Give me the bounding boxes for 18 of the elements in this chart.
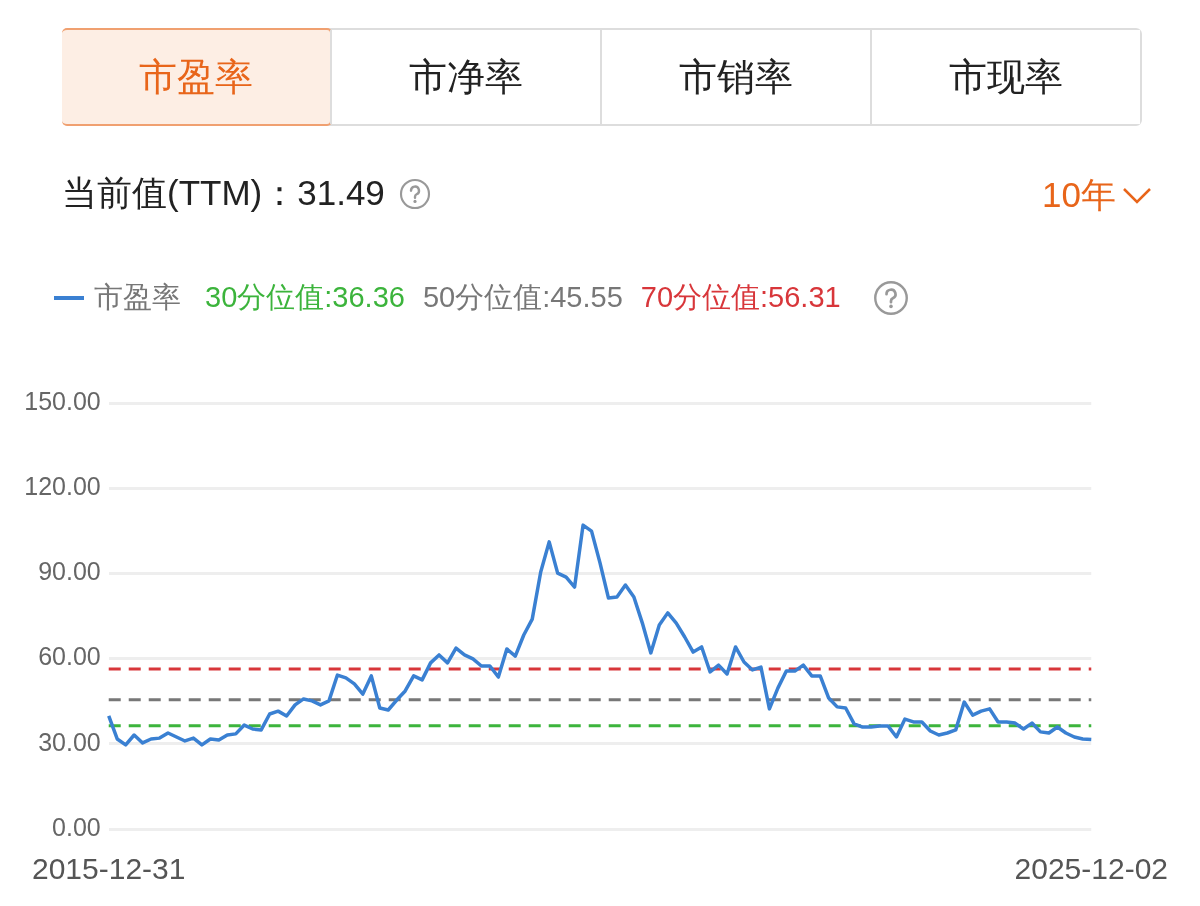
legend-label: 市盈率 (94, 280, 181, 315)
y-tick-label: 30.00 (38, 727, 101, 756)
text: 市现率 (870, 30, 1140, 124)
ref-line-label: 70分位值:56.31 (640, 280, 841, 315)
y-tick-label: 150.00 (24, 386, 101, 415)
text: 10年 (1042, 174, 1116, 216)
text: 当前值(TTM)：31.49 (62, 172, 385, 214)
y-tick-label: 90.00 (38, 557, 101, 586)
x-tick-label: 2025-12-02 (1014, 852, 1169, 886)
y-tick-label: 0.00 (52, 812, 101, 841)
text: 市盈率 (62, 28, 332, 126)
ref-line-label: 50分位值:45.55 (422, 280, 623, 315)
y-tick-label: 60.00 (38, 642, 101, 671)
ref-line-label: 30分位值:36.36 (205, 280, 405, 315)
x-tick-label: 2015-12-31 (31, 852, 186, 886)
y-tick-label: 120.00 (24, 472, 101, 501)
text: 市销率 (600, 30, 870, 124)
text: 市净率 (330, 30, 600, 124)
